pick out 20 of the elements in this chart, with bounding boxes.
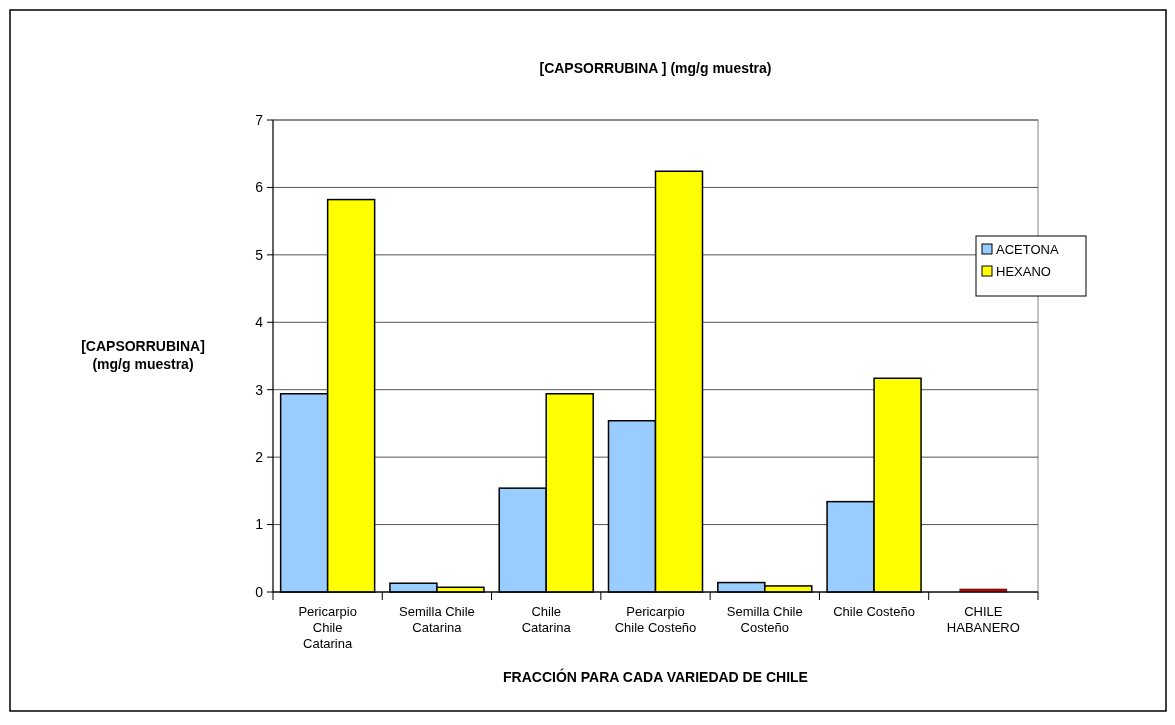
y-tick-label: 5: [255, 246, 264, 263]
y-axis-title: [CAPSORRUBINA] (mg/g muestra): [81, 338, 205, 372]
y-tick-label: 4: [255, 314, 264, 331]
x-tick-label: Chile Catarina: [521, 604, 572, 635]
y-tick-label: 0: [255, 583, 264, 600]
x-tick-label: CHILE HABANERO: [946, 604, 1020, 635]
x-axis-title: FRACCIÓN PARA CADA VARIEDAD DE CHILE: [503, 668, 808, 685]
y-tick-label: 6: [255, 179, 264, 196]
x-tick-label: Semilla Chile Catarina: [398, 604, 475, 635]
x-tick-label: Pericarpio Chile Costeño: [614, 604, 697, 635]
y-tick-label: 7: [255, 111, 264, 128]
legend-label: ACETONA: [996, 241, 1059, 257]
y-tick-label: 1: [255, 516, 264, 533]
y-tick-label: 2: [255, 449, 264, 466]
x-tick-label: Chile Costeño: [833, 604, 915, 619]
x-tick-label: Pericarpio Chile Catarina: [298, 604, 357, 651]
x-tick-label: Semilla Chile Costeño: [726, 604, 803, 635]
legend-label: HEXANO: [996, 263, 1051, 279]
chart-title: [CAPSORRUBINA ] (mg/g muestra): [539, 60, 772, 76]
y-tick-label: 3: [255, 381, 264, 398]
